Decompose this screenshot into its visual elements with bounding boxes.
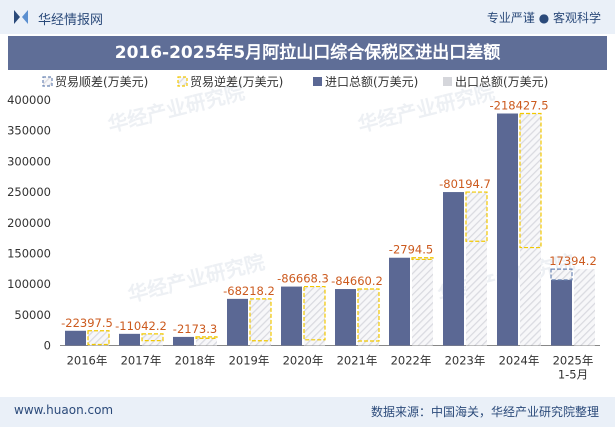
bar-import [335,289,356,346]
y-tick-label: 400000 [7,93,51,107]
header-bar: 华经情报网 专业严谨 ● 客观科学 [0,0,615,34]
data-label: -11042.2 [115,319,167,333]
logo-icon [14,10,28,24]
data-source: 数据来源：中国海关，华经产业研究院整理 [370,405,599,419]
x-tick-label: 2024年 [499,354,540,368]
y-axis: 0 50000 100000 150000 200000 250000 300000 3500… [7,93,600,353]
site-url: www.huaon.com [14,403,114,417]
bar-deficit [87,330,110,346]
y-tick-label: 350000 [7,124,51,138]
bar-deficit [141,333,164,342]
x-tick-label: 2023年 [445,354,486,368]
footer-bar: www.huaon.com 数据来源：中国海关，华经产业研究院整理 [0,397,615,427]
bar-export [304,339,325,346]
data-label: -80194.7 [439,177,491,191]
bar-export [358,341,379,346]
x-tick-label: 2017年 [121,354,162,368]
bar-surplus [550,268,573,281]
x-tick-label: 2020年 [283,354,324,368]
legend-swatch [177,76,188,87]
y-tick-label: 0 [44,339,51,353]
bar-deficit [303,285,326,341]
x-tick-label: 1-5月 [558,368,588,382]
legend-label: 贸易逆差(万美元) [190,74,283,89]
bar-import [119,333,140,346]
y-tick-label: 300000 [7,154,51,168]
bar-deficit [411,257,434,261]
x-tick-label: 2018年 [175,354,216,368]
y-tick-label: 250000 [7,185,51,199]
tagline: 专业严谨 ● 客观科学 [486,11,601,25]
x-tick-label: 2025年 [553,354,594,368]
bar-deficit [519,112,542,249]
watermark-text: 华经产业研究院 [125,250,267,307]
bar-import [551,279,572,346]
y-tick-label: 100000 [7,277,51,291]
legend-swatch [443,77,452,86]
legend-label: 进口总额(万美元) [325,75,418,89]
legend-swatch [313,77,322,86]
legend-swatch [42,76,53,87]
bar-export [142,340,163,346]
bar-deficit [465,191,488,242]
data-label: -86668.3 [277,272,329,286]
bars: -22397.5 -11042.2 -2173.3-68218.2-86668.3-… [61,99,597,346]
bar-import [227,298,248,346]
legend: 贸易顺差(万美元) 贸易逆差(万美元) 进口总额(万美元) 出口总额(万美元) [42,74,548,89]
bar-import [497,113,518,346]
bar-import [281,286,302,346]
brand-name: 华经情报网 [38,13,104,28]
bar-export [250,340,271,346]
data-label: -84660.2 [331,274,383,288]
bar-export [412,259,433,346]
data-label: -218427.5 [489,99,548,113]
bar-import [443,192,464,346]
chart-svg: 华经产业研究院华经产业研究院华经产业研究院华经产业研究院 贸易顺差(万美元)贸易… [7,74,600,382]
x-tick-label: 2021年 [337,354,378,368]
bar-import [173,336,194,346]
x-tick-label: 2022年 [391,354,432,368]
data-label: 17394.2 [549,254,597,268]
legend-label: 出口总额(万美元) [455,75,548,89]
y-tick-label: 150000 [7,246,51,260]
x-tick-label: 2016年 [67,354,108,368]
legend-label: 贸易顺差(万美元) [55,75,148,89]
y-tick-label: 200000 [7,216,51,230]
bar-export [520,247,541,346]
x-tick-label: 2019年 [229,354,270,368]
bar-import [65,330,86,346]
x-axis: 2016年 2017年 2018年 2019年 2020年 2021年 2022年 2023年… [67,354,594,382]
bar-export [196,338,217,346]
data-label: -22397.5 [61,316,113,330]
bar-deficit [357,288,380,342]
bar-export [574,269,595,346]
bar-export [466,241,487,346]
bar-import [389,257,410,346]
bar-deficit [195,336,218,340]
y-tick-label: 50000 [14,308,51,322]
data-label: -2173.3 [173,322,217,336]
data-label: -68218.2 [223,284,275,298]
chart-title: 2016-2025年5月阿拉山口综合保税区进出口差额 [8,36,607,70]
data-label: -2794.5 [389,243,433,257]
bar-deficit [249,298,272,342]
